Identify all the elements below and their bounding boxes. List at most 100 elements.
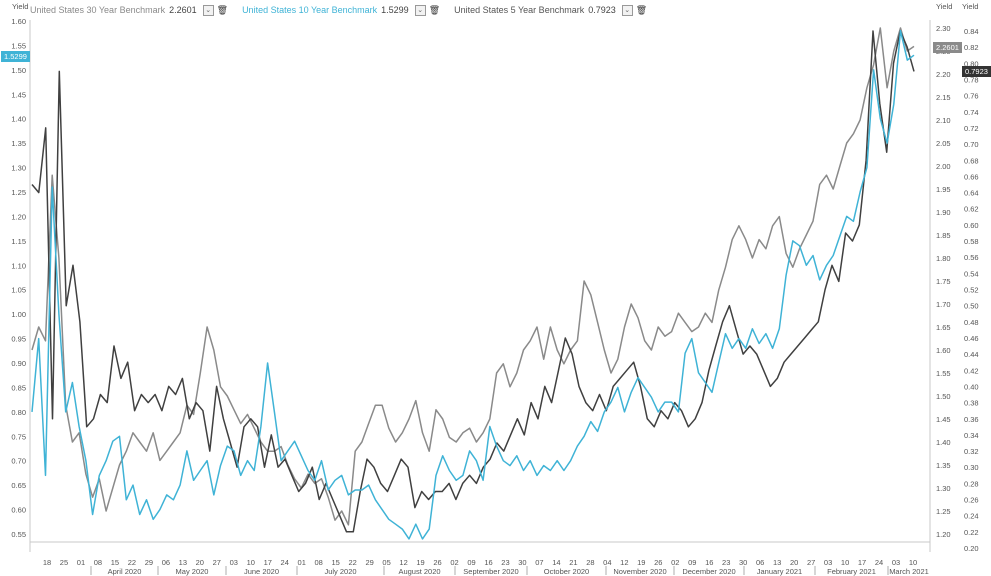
right-tick-label-5y: 0.46 bbox=[964, 334, 979, 343]
right-tick-label-5y: 0.66 bbox=[964, 172, 979, 181]
right-axis-title-5y: Yield bbox=[962, 2, 978, 11]
x-tick-label: 13 bbox=[179, 558, 187, 567]
x-tick-label: 19 bbox=[637, 558, 645, 567]
chevron-down-icon[interactable]: ⌄ bbox=[202, 4, 214, 16]
right-tick-label-30y: 2.30 bbox=[936, 24, 951, 33]
right-tick-label-5y: 0.30 bbox=[964, 463, 979, 472]
x-tick-label: 26 bbox=[654, 558, 662, 567]
x-tick-label: 23 bbox=[501, 558, 509, 567]
left-axis-title: Yield bbox=[12, 2, 28, 11]
x-tick-label: 05 bbox=[382, 558, 390, 567]
x-month-label: November 2020 bbox=[613, 567, 666, 576]
x-tick-label: 17 bbox=[264, 558, 272, 567]
right-tick-label-5y: 0.60 bbox=[964, 221, 979, 230]
x-tick-label: 13 bbox=[773, 558, 781, 567]
right-tick-label-30y: 1.25 bbox=[936, 507, 951, 516]
right-tick-label-5y: 0.56 bbox=[964, 253, 979, 262]
legend-label-10y: United States 10 Year Benchmark bbox=[242, 5, 378, 15]
left-tick-label: 1.55 bbox=[11, 41, 26, 50]
right-tick-label-5y: 0.78 bbox=[964, 75, 979, 84]
left-tick-label: 1.50 bbox=[11, 66, 26, 75]
x-tick-label: 20 bbox=[196, 558, 204, 567]
x-month-label: May 2020 bbox=[176, 567, 209, 576]
left-tick-label: 1.45 bbox=[11, 90, 26, 99]
left-tick-label: 1.40 bbox=[11, 115, 26, 124]
current-value-flag-10y: 1.5299 bbox=[1, 51, 30, 62]
legend-value-30y: 2.2601 bbox=[169, 5, 197, 15]
right-tick-label-5y: 0.40 bbox=[964, 382, 979, 391]
right-tick-label-5y: 0.20 bbox=[964, 544, 979, 553]
x-tick-label: 06 bbox=[162, 558, 170, 567]
x-tick-label: 08 bbox=[315, 558, 323, 567]
right-tick-label-5y: 0.26 bbox=[964, 496, 979, 505]
right-tick-label-30y: 1.50 bbox=[936, 392, 951, 401]
legend-item-5y: United States 5 Year Benchmark 0.7923 ⌄ … bbox=[454, 4, 648, 16]
x-month-label: December 2020 bbox=[682, 567, 735, 576]
right-tick-label-5y: 0.44 bbox=[964, 350, 979, 359]
x-tick-label: 28 bbox=[586, 558, 594, 567]
current-value-flag-5y: 0.7923 bbox=[962, 66, 991, 77]
left-tick-label: 0.80 bbox=[11, 408, 26, 417]
x-tick-label: 16 bbox=[484, 558, 492, 567]
x-tick-label: 02 bbox=[450, 558, 458, 567]
chevron-down-icon[interactable]: ⌄ bbox=[414, 4, 426, 16]
x-month-label: April 2020 bbox=[108, 567, 142, 576]
right-tick-label-5y: 0.38 bbox=[964, 399, 979, 408]
right-tick-label-30y: 1.70 bbox=[936, 300, 951, 309]
left-tick-label: 0.85 bbox=[11, 383, 26, 392]
right-tick-label-30y: 1.85 bbox=[936, 231, 951, 240]
left-tick-label: 1.35 bbox=[11, 139, 26, 148]
x-tick-label: 24 bbox=[281, 558, 289, 567]
x-tick-label: 22 bbox=[348, 558, 356, 567]
right-tick-label-5y: 0.22 bbox=[964, 528, 979, 537]
chevron-down-icon[interactable]: ⌄ bbox=[621, 4, 633, 16]
trash-icon[interactable]: 🗑 bbox=[428, 4, 441, 15]
x-tick-label: 27 bbox=[213, 558, 221, 567]
series-line-30y[interactable] bbox=[31, 27, 915, 526]
x-tick-label: 16 bbox=[705, 558, 713, 567]
x-tick-label: 20 bbox=[790, 558, 798, 567]
x-tick-label: 15 bbox=[111, 558, 119, 567]
left-tick-label: 0.95 bbox=[11, 335, 26, 344]
right-tick-label-30y: 2.00 bbox=[936, 162, 951, 171]
x-tick-label: 03 bbox=[230, 558, 238, 567]
left-tick-label: 1.10 bbox=[11, 261, 26, 270]
x-tick-label: 14 bbox=[552, 558, 560, 567]
legend-item-30y: United States 30 Year Benchmark 2.2601 ⌄… bbox=[30, 4, 229, 16]
left-tick-label: 0.75 bbox=[11, 432, 26, 441]
left-tick-label: 1.60 bbox=[11, 17, 26, 26]
right-tick-label-30y: 2.10 bbox=[936, 116, 951, 125]
right-tick-label-30y: 1.45 bbox=[936, 415, 951, 424]
x-tick-label: 24 bbox=[875, 558, 883, 567]
x-tick-label: 03 bbox=[892, 558, 900, 567]
current-value-flag-30y: 2.2601 bbox=[933, 42, 962, 53]
right-tick-label-5y: 0.70 bbox=[964, 140, 979, 149]
x-tick-label: 19 bbox=[416, 558, 424, 567]
x-tick-label: 09 bbox=[467, 558, 475, 567]
trash-icon[interactable]: 🗑 bbox=[216, 4, 229, 15]
right-tick-label-30y: 1.75 bbox=[936, 277, 951, 286]
x-tick-label: 27 bbox=[807, 558, 815, 567]
right-tick-label-5y: 0.74 bbox=[964, 108, 979, 117]
x-tick-label: 30 bbox=[518, 558, 526, 567]
right-tick-label-30y: 1.95 bbox=[936, 185, 951, 194]
x-tick-label: 26 bbox=[433, 558, 441, 567]
right-tick-label-30y: 2.05 bbox=[936, 139, 951, 148]
series-line-5y[interactable] bbox=[31, 30, 915, 533]
x-month-label: June 2020 bbox=[244, 567, 279, 576]
x-tick-label: 12 bbox=[399, 558, 407, 567]
right-tick-label-30y: 1.20 bbox=[936, 530, 951, 539]
x-tick-label: 12 bbox=[620, 558, 628, 567]
legend-value-5y: 0.7923 bbox=[588, 5, 616, 15]
trash-icon[interactable]: 🗑 bbox=[635, 4, 648, 15]
right-tick-label-5y: 0.52 bbox=[964, 286, 979, 295]
x-month-label: January 2021 bbox=[757, 567, 802, 576]
x-tick-label: 10 bbox=[247, 558, 255, 567]
series-line-10y[interactable] bbox=[31, 30, 915, 540]
right-tick-label-5y: 0.54 bbox=[964, 269, 979, 278]
x-tick-label: 15 bbox=[331, 558, 339, 567]
x-month-label: March 2021 bbox=[889, 567, 929, 576]
x-tick-label: 22 bbox=[128, 558, 136, 567]
right-tick-label-30y: 1.35 bbox=[936, 461, 951, 470]
